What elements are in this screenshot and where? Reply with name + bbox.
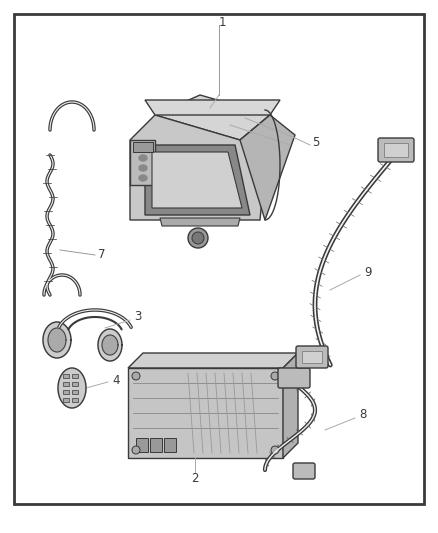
Circle shape [271, 446, 279, 454]
Polygon shape [128, 353, 298, 368]
Circle shape [132, 446, 140, 454]
Text: 1: 1 [218, 15, 226, 28]
Bar [150, 438, 162, 452]
Bar [72, 374, 78, 378]
Bar [63, 398, 69, 402]
Ellipse shape [139, 165, 147, 171]
Polygon shape [160, 218, 240, 226]
Polygon shape [48, 328, 66, 352]
Bar [164, 438, 176, 452]
Bar [384, 143, 408, 157]
Circle shape [271, 372, 279, 380]
Text: 7: 7 [98, 248, 106, 262]
Ellipse shape [139, 145, 147, 151]
Circle shape [192, 232, 204, 244]
Text: 3: 3 [134, 311, 141, 324]
Bar [128, 368, 283, 458]
Text: 5: 5 [312, 136, 320, 149]
Bar [302, 351, 322, 363]
Bar [63, 382, 69, 386]
Polygon shape [145, 145, 250, 215]
Bar [72, 398, 78, 402]
Polygon shape [102, 335, 118, 355]
FancyBboxPatch shape [296, 346, 328, 368]
Bar [72, 390, 78, 394]
Polygon shape [283, 353, 298, 458]
Text: 8: 8 [359, 408, 367, 422]
Text: 4: 4 [112, 374, 120, 386]
Text: 2: 2 [191, 472, 199, 484]
Ellipse shape [139, 175, 147, 181]
Polygon shape [58, 368, 86, 408]
Ellipse shape [139, 155, 147, 161]
Circle shape [132, 372, 140, 380]
Polygon shape [130, 140, 155, 185]
Polygon shape [155, 95, 270, 140]
Polygon shape [152, 152, 242, 208]
Text: 9: 9 [364, 265, 372, 279]
FancyBboxPatch shape [378, 138, 414, 162]
Bar [136, 438, 148, 452]
Bar [63, 374, 69, 378]
Circle shape [188, 228, 208, 248]
Polygon shape [145, 100, 280, 115]
Bar [72, 382, 78, 386]
Polygon shape [133, 142, 153, 152]
Polygon shape [240, 115, 295, 220]
Polygon shape [130, 115, 270, 220]
FancyBboxPatch shape [278, 368, 310, 388]
FancyBboxPatch shape [293, 463, 315, 479]
Polygon shape [43, 322, 71, 358]
Bar [63, 390, 69, 394]
Polygon shape [98, 329, 122, 361]
